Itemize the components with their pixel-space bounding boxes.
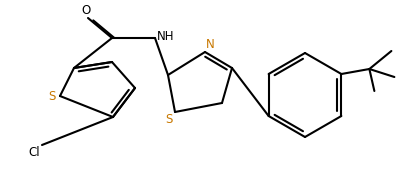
Text: Cl: Cl bbox=[28, 146, 40, 159]
Text: NH: NH bbox=[157, 30, 174, 42]
Text: O: O bbox=[81, 4, 90, 17]
Text: N: N bbox=[205, 38, 214, 51]
Text: S: S bbox=[165, 113, 173, 126]
Text: S: S bbox=[49, 90, 56, 103]
